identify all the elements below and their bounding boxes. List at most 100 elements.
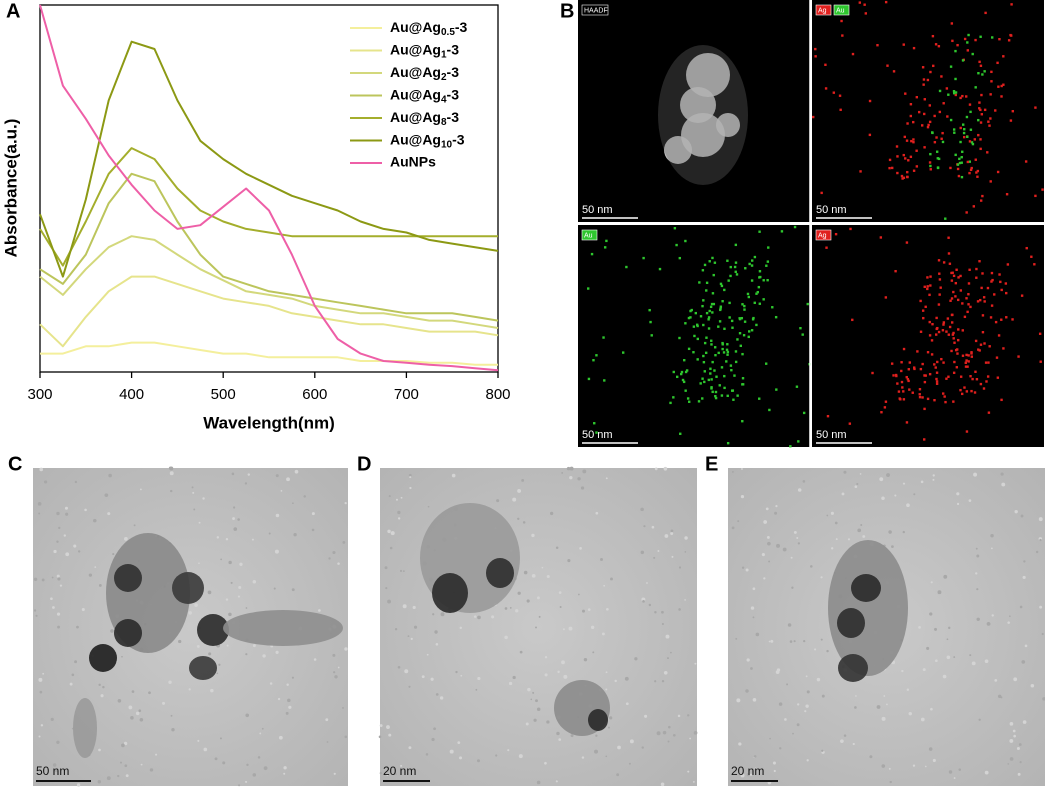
eds-dot	[699, 315, 703, 318]
tem-grain	[834, 521, 838, 525]
eds-dot	[977, 348, 980, 351]
tem-grain	[605, 671, 608, 674]
eds-dot	[709, 367, 712, 370]
tem-grain	[956, 502, 960, 506]
eds-dot	[896, 171, 899, 175]
eds-dot	[801, 333, 804, 336]
eds-dot	[694, 311, 697, 315]
tem-grain	[35, 614, 38, 617]
eds-dot	[977, 118, 980, 122]
eds-dot	[726, 441, 730, 445]
eds-dot	[923, 146, 926, 149]
particle-halo	[658, 45, 748, 185]
eds-dot	[996, 61, 999, 65]
tem-grain	[1001, 482, 1006, 487]
eds-dot	[981, 73, 984, 76]
eds-dot	[919, 330, 923, 333]
eds-dot	[859, 170, 862, 173]
tem-grain	[860, 524, 863, 527]
tem-grain	[661, 679, 665, 683]
eds-dot	[952, 290, 955, 294]
tem-grain	[894, 494, 897, 497]
tem-grain	[926, 646, 930, 650]
eds-dot	[884, 400, 888, 403]
tem-grain	[1038, 517, 1043, 522]
tem-grain	[741, 468, 743, 470]
eds-dot	[669, 401, 672, 405]
nanoparticle	[588, 709, 608, 731]
eds-dot	[672, 370, 675, 374]
tem-grain	[763, 520, 768, 524]
eds-dot	[719, 305, 723, 308]
eds-dot	[968, 160, 971, 163]
eds-dot	[978, 107, 981, 110]
tem-grain	[888, 767, 891, 770]
eds-dot	[1011, 318, 1014, 321]
eds-dot	[902, 390, 905, 393]
eds-dot	[883, 406, 887, 409]
eds-dot	[891, 166, 894, 170]
tem-grain	[935, 659, 938, 663]
tem-grain	[595, 511, 599, 515]
eds-dot	[1007, 39, 1011, 42]
eds-dot	[965, 430, 969, 433]
tem-grain	[77, 550, 81, 553]
tem-grain	[561, 660, 565, 665]
eds-dot	[989, 117, 992, 120]
eds-dot	[718, 320, 722, 323]
tem-grain	[409, 486, 412, 490]
tem-grain	[262, 654, 266, 658]
scale-label: 20 nm	[731, 764, 764, 778]
tem-grain	[640, 507, 644, 512]
eds-dot	[997, 85, 1000, 88]
tem-grain	[617, 745, 621, 750]
eds-dot	[983, 300, 986, 303]
eds-dot	[935, 380, 939, 383]
tem-grain	[968, 499, 972, 502]
tem-grain	[930, 707, 933, 711]
tem-grain	[112, 553, 115, 556]
tem-grain	[662, 730, 667, 735]
eds-dot	[941, 131, 944, 135]
eds-dot	[954, 281, 958, 285]
legend-label: Au@Ag8-3	[390, 109, 459, 128]
tem-grain	[661, 622, 664, 626]
tem-grain	[1009, 739, 1014, 743]
eds-dot	[965, 353, 968, 357]
eds-dot	[603, 246, 607, 249]
tem-grain	[400, 496, 403, 499]
eds-dot	[969, 375, 972, 378]
tem-grain	[56, 540, 59, 543]
tem-grain	[1016, 746, 1020, 750]
tem-grain	[449, 749, 454, 754]
eds-dot	[895, 374, 898, 378]
eds-dot	[912, 120, 915, 124]
eds-dot	[953, 360, 956, 364]
tem-grain	[582, 469, 587, 474]
eds-dot	[987, 361, 990, 364]
tem-grain	[538, 615, 541, 618]
eds-dot	[723, 386, 726, 390]
tem-grain	[792, 732, 794, 735]
eds-dot	[928, 293, 931, 297]
eds-dot	[851, 52, 855, 56]
tem-grain	[106, 776, 111, 781]
eds-dot	[958, 157, 961, 161]
tem-grain	[855, 695, 857, 697]
tem-grain	[407, 635, 410, 638]
eds-dot	[692, 325, 696, 328]
tem-grain	[342, 706, 344, 709]
eds-dot	[969, 128, 973, 131]
tem-grain	[737, 520, 740, 523]
tem-grain	[766, 535, 770, 539]
eds-dot	[718, 384, 721, 387]
eds-dot	[1024, 160, 1028, 163]
tem-grain	[517, 591, 521, 595]
eds-dot	[592, 359, 595, 362]
eds-dot	[981, 272, 984, 275]
eds-dot	[758, 276, 761, 279]
eds-dot	[906, 175, 909, 179]
eds-dot	[942, 323, 945, 326]
tem-image	[380, 468, 697, 786]
eds-dot	[1005, 193, 1009, 196]
